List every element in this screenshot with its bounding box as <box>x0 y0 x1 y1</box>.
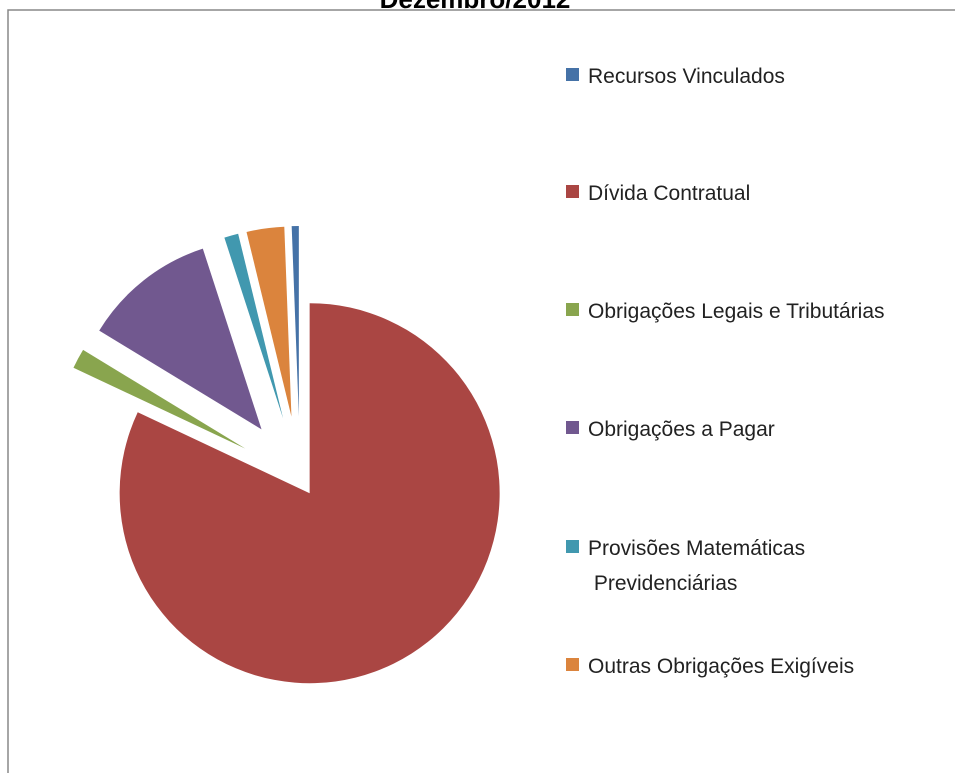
pie-slice <box>224 233 284 419</box>
legend-swatch <box>566 68 579 81</box>
legend-label: Outras Obrigações Exigíveis <box>588 655 854 678</box>
pie-slice <box>246 226 292 417</box>
pie-slice <box>73 349 246 449</box>
legend-label: Dívida Contratual <box>588 182 750 205</box>
chart-frame <box>7 9 955 773</box>
pie-slice <box>99 248 262 430</box>
legend-swatch <box>566 185 579 198</box>
legend-label: Obrigações Legais e Tributárias <box>588 300 885 323</box>
legend-swatch <box>566 421 579 434</box>
pie-slice <box>291 226 299 417</box>
pie-slice <box>119 303 500 684</box>
legend-swatch <box>566 658 579 671</box>
legend-label: Provisões Matemáticas Previdenciárias <box>588 537 805 595</box>
legend-swatch <box>566 303 579 316</box>
legend-label: Obrigações a Pagar <box>588 418 775 441</box>
legend-swatch <box>566 540 579 553</box>
legend-label: Recursos Vinculados <box>588 65 785 88</box>
chart-title: Dezembro/2012 <box>380 0 571 14</box>
